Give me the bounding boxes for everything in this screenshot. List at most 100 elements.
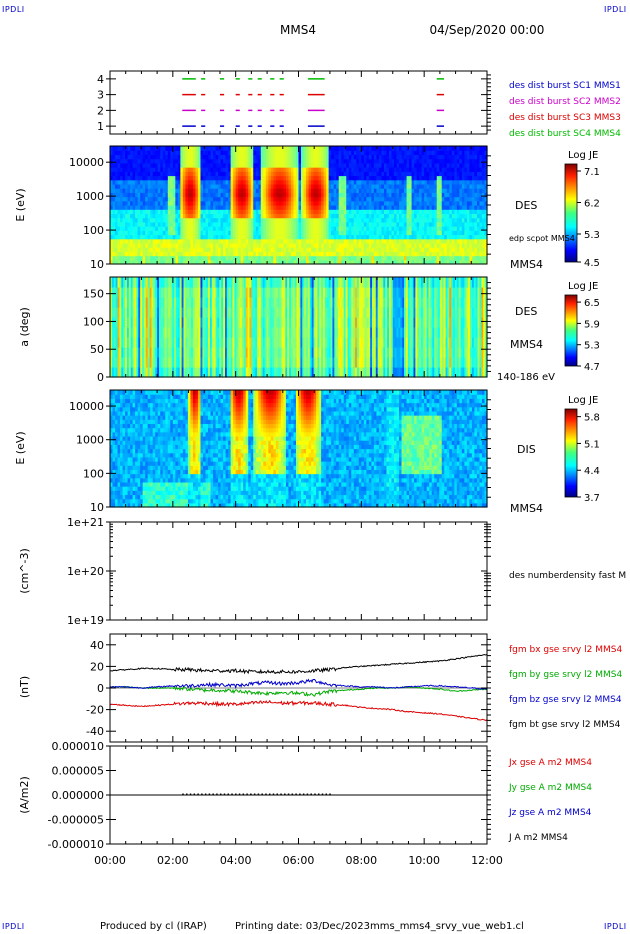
des-energy-spectrogram-cell [348,200,352,206]
des-energy-spectrogram-cell [278,146,282,151]
des-energy-spectrogram-cell [471,217,476,223]
des-energy-spectrogram-cell [293,209,297,215]
des-energy-spectrogram-cell [220,192,224,198]
des-energy-spectrogram-cell [439,162,443,168]
des-energy-spectrogram-cell [125,196,129,202]
des-energy-spectrogram-cell [404,200,408,206]
des-energy-spectrogram-cell [268,217,272,223]
des-energy-spectrogram-cell [278,251,282,257]
des-energy-spectrogram-cell [434,158,438,164]
des-pitch-spectrogram-cell [202,307,205,318]
des-energy-spectrogram-cell [308,171,312,177]
des-energy-spectrogram-cell [459,150,463,156]
des-energy-spectrogram-cell [414,251,418,257]
des-energy-spectrogram-cell [225,217,229,223]
des-energy-spectrogram-cell [441,188,445,193]
des-energy-spectrogram-cell [333,196,337,202]
des-energy-spectrogram-cell [348,150,352,156]
des-energy-spectrogram-cell [386,150,390,156]
des-pitch-spectrogram-cell [200,277,203,288]
des-energy-spectrogram-cell [311,247,315,252]
des-energy-spectrogram-cell [285,200,290,206]
des-energy-spectrogram-cell [436,259,440,265]
des-energy-spectrogram-cell [399,209,403,215]
des-energy-spectrogram-cell [265,183,269,189]
des-pitch-spectrogram-cell [121,277,124,288]
des-energy-spectrogram-cell [258,238,262,244]
des-energy-spectrogram-cell [446,255,450,261]
des-energy-spectrogram-cell [318,247,322,252]
des-pitch-spectrogram-cell [192,327,196,338]
des-energy-spectrogram-cell [162,146,166,151]
des-energy-spectrogram-cell [318,200,322,206]
des-energy-spectrogram-cell [160,205,164,210]
des-energy-spectrogram-cell [303,217,307,223]
des-energy-spectrogram-cell [273,230,277,236]
des-energy-spectrogram-cell [346,200,350,206]
des-energy-spectrogram-cell [233,192,237,198]
des-energy-spectrogram-cell [301,255,305,261]
des-pitch-spectrogram-cell [174,357,177,368]
des-energy-spectrogram-cell [356,205,360,210]
des-energy-spectrogram-cell [150,259,154,265]
des-pitch-spectrogram-cell [142,327,145,338]
des-pitch-spectrogram-cell [206,327,209,338]
des-energy-spectrogram-cell [278,221,282,227]
des-energy-spectrogram-cell [298,154,302,160]
des-energy-spectrogram-cell [308,205,312,210]
des-pitch-spectrogram-cell [110,307,113,318]
des-energy-spectrogram-cell [155,196,159,202]
des-energy-spectrogram-cell [225,179,229,185]
des-energy-spectrogram-cell [411,183,415,189]
des-energy-spectrogram-cell [270,217,274,223]
des-energy-spectrogram-cell [461,175,465,181]
des-energy-spectrogram-cell [348,162,352,168]
des-pitch-spectrogram-cell [213,327,217,338]
des-energy-spectrogram-cell [338,247,342,252]
des-energy-spectrogram-cell [208,255,212,261]
des-energy-spectrogram-cell [394,209,398,215]
des-energy-spectrogram-cell [361,146,365,151]
des-energy-spectrogram-cell [202,255,207,261]
des-energy-spectrogram-cell [426,209,430,215]
des-pitch-spectrogram-cell [130,277,134,288]
des-energy-spectrogram-cell [391,171,395,177]
des-pitch-spectrogram-cell [119,347,122,358]
des-energy-spectrogram-cell [165,209,169,215]
des-energy-spectrogram-cell [361,238,365,244]
des-energy-spectrogram-cell [331,234,335,240]
des-energy-spectrogram-cell [233,183,237,189]
des-energy-spectrogram-cell [446,154,450,160]
des-energy-spectrogram-cell [122,259,126,265]
des-energy-spectrogram-cell [170,196,174,202]
des-energy-spectrogram-cell [431,175,435,181]
des-pitch-spectrogram-cell [194,367,198,378]
des-energy-spectrogram-cell [456,247,460,252]
des-energy-spectrogram-cell [270,247,274,252]
des-energy-spectrogram-cell [172,213,176,219]
des-energy-spectrogram-cell [115,158,119,164]
des-energy-spectrogram-cell [263,217,267,223]
des-energy-spectrogram-cell [235,192,239,198]
des-energy-spectrogram-cell [399,146,403,151]
des-pitch-spectrogram-cell [187,367,190,378]
des-energy-spectrogram-cell [308,259,312,265]
des-energy-spectrogram-cell [376,217,380,223]
des-energy-spectrogram-cell [275,162,279,168]
des-energy-spectrogram-cell [140,255,144,261]
des-energy-spectrogram-cell [456,154,460,160]
des-energy-spectrogram-cell [255,230,259,236]
des-energy-spectrogram-cell [187,167,192,172]
des-energy-spectrogram-cell [431,251,435,257]
des-pitch-spectrogram-cell [253,297,256,308]
des-energy-spectrogram-cell [278,158,282,164]
des-energy-spectrogram-cell [223,213,227,219]
des-energy-spectrogram-cell [248,171,252,177]
des-energy-spectrogram-cell [318,196,322,202]
des-pitch-spectrogram-cell [226,317,230,328]
des-energy-spectrogram-cell [185,183,189,189]
des-pitch-spectrogram-cell [110,287,113,298]
des-energy-spectrogram-cell [419,226,423,231]
des-energy-spectrogram-cell [451,226,455,231]
des-energy-spectrogram-cell [283,158,287,164]
